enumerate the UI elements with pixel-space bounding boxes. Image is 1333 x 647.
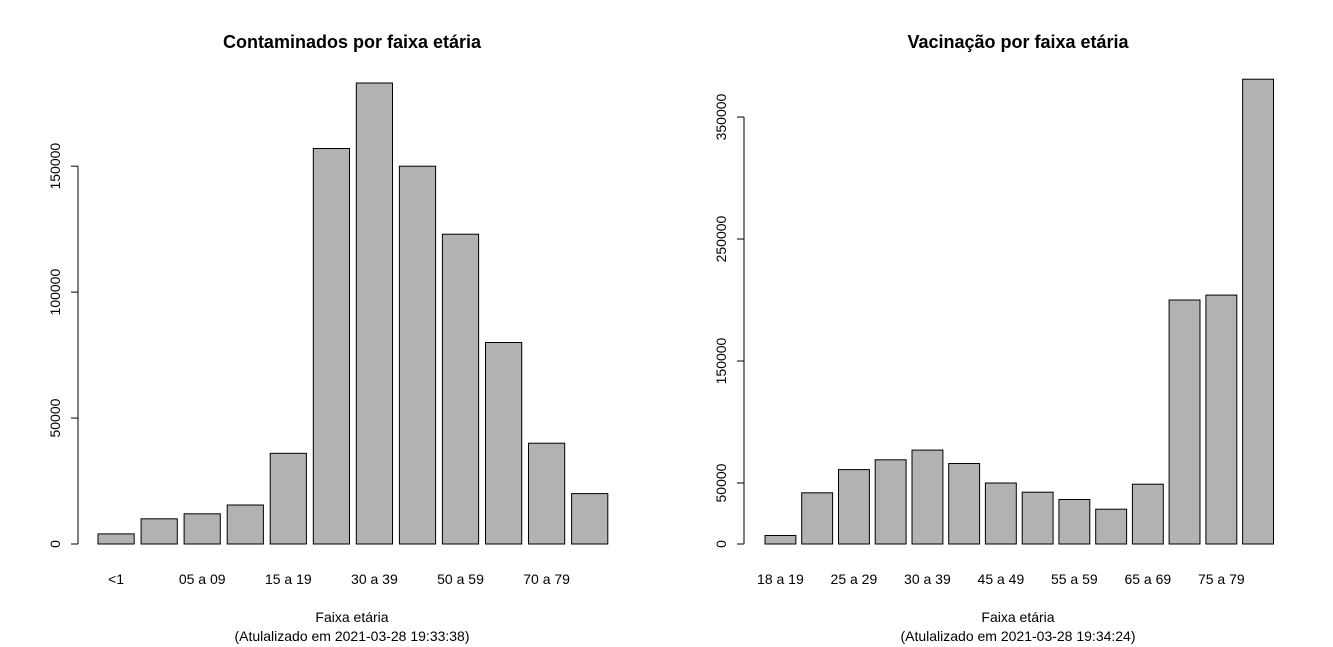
- chart2-bar-2: [838, 469, 870, 545]
- chart1-title: Contaminados por faixa etária: [223, 32, 482, 52]
- chart1-bar-7: [398, 165, 437, 545]
- chart1-bar-8: [441, 233, 480, 545]
- chart2-xtick-label-4: 30 a 39: [904, 571, 951, 587]
- chart2-xtick-label-12: 75 a 79: [1198, 571, 1245, 587]
- chart1-bar-3: [226, 504, 264, 545]
- chart2-bar-12: [1205, 294, 1238, 545]
- chart2-xtick-label-6: 45 a 49: [978, 571, 1025, 587]
- chart1-xtick-label-0: <1: [108, 571, 124, 587]
- chart2-xtick-label-0: 18 a 19: [757, 571, 804, 587]
- chart2-bar-3: [874, 459, 907, 545]
- chart1-ytick-label-3: 150000: [47, 143, 63, 190]
- chart2-bar-7: [1021, 491, 1054, 545]
- chart1-xtick-label-8: 50 a 59: [437, 571, 484, 587]
- chart2-bar-6: [984, 482, 1017, 545]
- chart2-ytick-label-2: 150000: [713, 337, 729, 384]
- chart2-title: Vacinação por faixa etária: [907, 32, 1129, 52]
- chart1-subtitle: (Atulalizado em 2021-03-28 19:33:38): [234, 628, 469, 644]
- chart1-bar-2: [183, 513, 221, 545]
- chart2-xtick-label-2: 25 a 29: [831, 571, 878, 587]
- chart2-ytick-label-0: 0: [713, 540, 729, 548]
- chart2-bar-4: [911, 449, 944, 545]
- chart1-xlabel: Faixa etária: [315, 609, 388, 625]
- chart1-bar-0: [97, 533, 135, 545]
- chart1-bar-9: [485, 342, 523, 545]
- chart1-bar-5: [312, 148, 350, 545]
- chart2-ytick-label-3: 250000: [713, 215, 729, 262]
- chart1-xtick-label-6: 30 a 39: [351, 571, 398, 587]
- chart2-bar-0: [764, 535, 797, 545]
- chart1-bar-11: [571, 493, 609, 545]
- chart1-bar-4: [269, 452, 307, 545]
- chart2-ytick-label-1: 50000: [713, 463, 729, 502]
- chart2-bar-1: [801, 492, 834, 545]
- chart1-xtick-label-10: 70 a 79: [523, 571, 570, 587]
- chart1-ytick-label-1: 50000: [47, 398, 63, 437]
- chart2-bar-9: [1095, 508, 1128, 545]
- chart2-bar-8: [1058, 499, 1091, 545]
- chart2-bar-13: [1242, 78, 1274, 545]
- chart2-xtick-label-10: 65 a 69: [1124, 571, 1171, 587]
- chart2-bar-10: [1131, 483, 1164, 545]
- chart2-bar-5: [948, 463, 981, 545]
- chart2-subtitle: (Atulalizado em 2021-03-28 19:34:24): [900, 628, 1135, 644]
- chart1-xtick-label-4: 15 a 19: [265, 571, 312, 587]
- chart1-bar-1: [140, 518, 178, 545]
- chart1-bar-10: [528, 442, 566, 545]
- chart1-bar-6: [355, 82, 393, 545]
- chart1-xtick-label-2: 05 a 09: [179, 571, 226, 587]
- chart1-ytick-label-2: 100000: [47, 269, 63, 316]
- chart2-xlabel: Faixa etária: [981, 609, 1054, 625]
- chart1-ytick-label-0: 0: [47, 540, 63, 548]
- chart2-xtick-label-8: 55 a 59: [1051, 571, 1098, 587]
- chart2-bar-11: [1168, 299, 1201, 545]
- chart2-ytick-label-4: 350000: [713, 93, 729, 140]
